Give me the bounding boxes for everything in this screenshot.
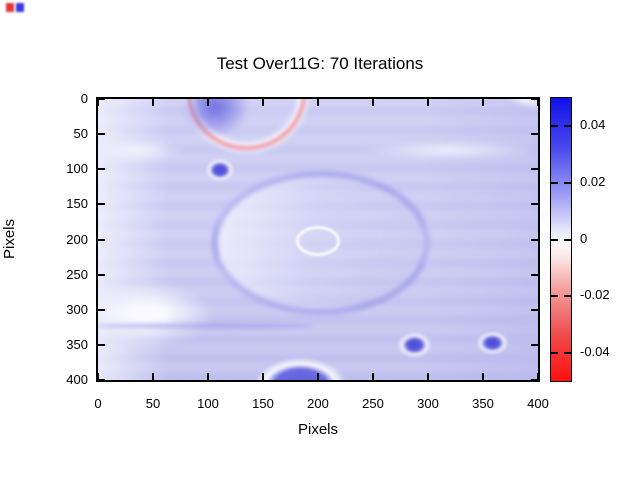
x-tick [372, 99, 374, 106]
y-tick [531, 343, 538, 346]
colorbar-tick-label: 0.02 [580, 173, 606, 189]
light-band-left [98, 139, 185, 162]
x-tick [537, 99, 538, 106]
colorbar-tick [551, 238, 558, 241]
x-tick-label: 100 [197, 396, 219, 411]
y-tick [98, 273, 105, 276]
colorbar-tick [551, 351, 558, 354]
y-tick [98, 168, 105, 171]
colorbar-tick [564, 125, 571, 128]
y-tick [531, 99, 538, 100]
x-tick [482, 373, 484, 380]
colorbar-tick [551, 295, 558, 298]
small-blob-2 [397, 332, 433, 358]
y-tick [98, 133, 105, 136]
y-tick [98, 308, 105, 311]
small-blob-1 [204, 158, 236, 182]
colorbar-tick [551, 181, 558, 184]
corner-artifact-icon [16, 3, 24, 12]
x-tick [98, 373, 99, 380]
light-band-right [359, 141, 538, 160]
colorbar-tick [564, 238, 571, 241]
y-tick-label: 100 [66, 161, 88, 177]
x-tick [262, 373, 264, 380]
colorbar-tick [551, 125, 558, 128]
y-tick [98, 238, 105, 241]
colorbar-tick-label: 0.04 [580, 117, 606, 133]
x-tick [262, 99, 264, 106]
x-tick-label: 200 [307, 396, 329, 411]
x-tick [152, 373, 154, 380]
colorbar-tick [564, 181, 571, 184]
y-tick [98, 343, 105, 346]
y-tick [98, 203, 105, 206]
y-axis-label: Pixels [1, 219, 18, 260]
colorbar-tick-label: -0.04 [580, 343, 610, 359]
x-tick-label: 0 [94, 396, 102, 411]
bottom-edge-blob [249, 355, 351, 380]
x-tick [427, 99, 429, 106]
x-tick [207, 373, 209, 380]
x-tick-label: 50 [145, 396, 161, 411]
x-tick [317, 373, 319, 380]
small-blob-3 [476, 330, 510, 355]
colorbar-tick [564, 295, 571, 298]
colorbar-tick-label: -0.02 [580, 287, 610, 303]
y-tick [98, 99, 105, 100]
chart-title: Test Over11G: 70 Iterations [216, 54, 424, 73]
y-tick-label: 250 [66, 266, 88, 282]
dark-line-left [98, 323, 313, 329]
y-tick [98, 379, 105, 380]
x-tick-label: 350 [472, 396, 494, 411]
y-tick-label: 400 [66, 372, 88, 387]
x-tick [98, 99, 99, 106]
x-tick [537, 373, 538, 380]
colorbar [550, 97, 572, 382]
x-axis-label: Pixels [297, 421, 338, 438]
y-tick-label: 150 [66, 196, 88, 212]
center-ring [296, 226, 340, 256]
x-tick [152, 99, 154, 106]
x-tick [482, 99, 484, 106]
colorbar-tick [564, 351, 571, 354]
x-tick-label: 400 [527, 396, 549, 411]
x-tick [317, 99, 319, 106]
plot-area [96, 97, 540, 382]
colorbar-tick-label: 0 [580, 230, 588, 246]
large-circle [212, 171, 431, 315]
y-tick [531, 133, 538, 136]
y-tick [531, 273, 538, 276]
y-tick-label: 300 [66, 301, 88, 317]
x-tick-label: 150 [252, 396, 274, 411]
y-tick-label: 350 [66, 336, 88, 352]
bright-zone-left [98, 281, 214, 347]
y-tick [531, 168, 538, 171]
y-tick-label: 0 [80, 91, 88, 106]
x-tick [207, 99, 209, 106]
corner-artifact-icon [6, 3, 14, 12]
x-tick-label: 250 [362, 396, 384, 411]
y-tick [531, 238, 538, 241]
y-tick [531, 203, 538, 206]
x-tick-label: 300 [417, 396, 439, 411]
y-tick [531, 308, 538, 311]
x-tick [427, 373, 429, 380]
y-tick-label: 50 [73, 126, 88, 142]
y-tick-label: 200 [66, 231, 88, 247]
x-tick [372, 373, 374, 380]
y-tick [531, 379, 538, 380]
